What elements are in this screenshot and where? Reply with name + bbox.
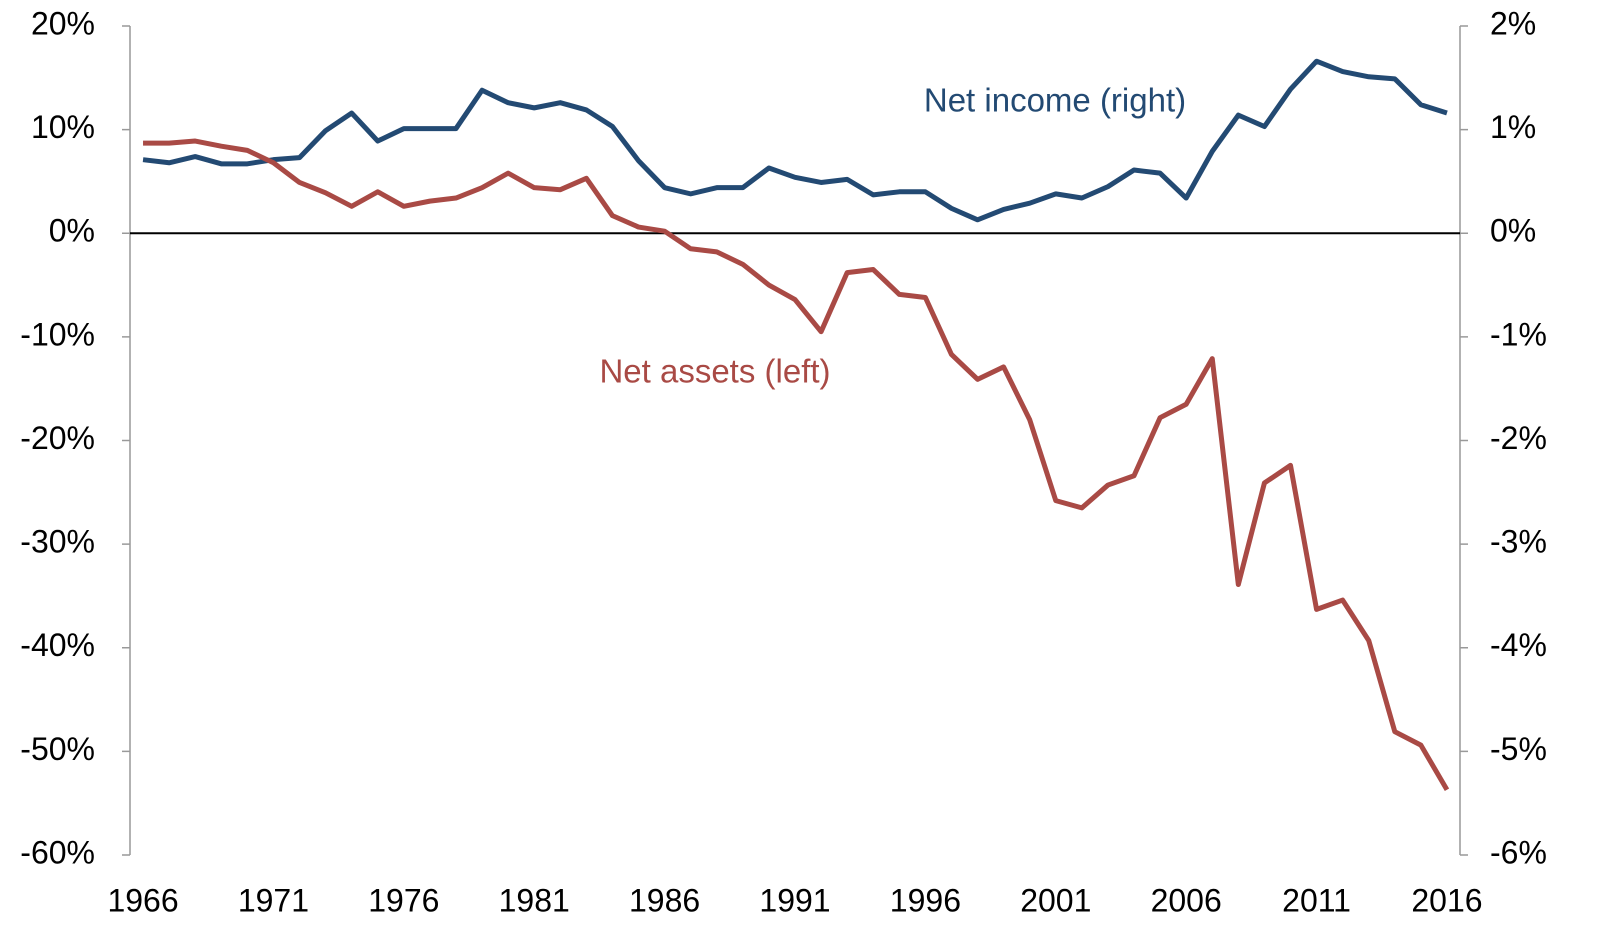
x-tick-label: 1976 xyxy=(368,882,439,918)
x-tick-label: 1966 xyxy=(107,882,178,918)
y2-tick-label: 1% xyxy=(1490,109,1536,145)
y-tick-label: -40% xyxy=(20,627,95,663)
x-tick-label: 2006 xyxy=(1151,882,1222,918)
y-tick-label: -30% xyxy=(20,524,95,560)
y-tick-label: 0% xyxy=(49,213,95,249)
y-tick-label: 20% xyxy=(31,5,95,41)
y-tick-label: -50% xyxy=(20,731,95,767)
y2-tick-label: 2% xyxy=(1490,5,1536,41)
y2-tick-label: -4% xyxy=(1490,627,1547,663)
x-tick-label: 2016 xyxy=(1411,882,1482,918)
y-tick-label: 10% xyxy=(31,109,95,145)
x-tick-label: 1971 xyxy=(238,882,309,918)
x-tick-label: 2001 xyxy=(1020,882,1091,918)
x-tick-label: 1991 xyxy=(759,882,830,918)
y2-tick-label: -6% xyxy=(1490,834,1547,870)
x-tick-label: 2011 xyxy=(1282,882,1351,918)
x-tick-label: 1986 xyxy=(629,882,700,918)
y2-tick-label: 0% xyxy=(1490,213,1536,249)
y-tick-label: -60% xyxy=(20,834,95,870)
series-label: Net income (right) xyxy=(924,82,1186,119)
y2-tick-label: -2% xyxy=(1490,420,1547,456)
x-tick-label: 1996 xyxy=(890,882,961,918)
series-line xyxy=(143,138,1450,791)
x-tick-label: 1981 xyxy=(499,882,570,918)
y2-tick-label: -5% xyxy=(1490,731,1547,767)
series-line xyxy=(142,58,1448,223)
series-label: Net assets (left) xyxy=(599,353,830,390)
y2-tick-label: -3% xyxy=(1490,524,1547,560)
y-tick-label: -20% xyxy=(20,420,95,456)
y-tick-label: -10% xyxy=(20,316,95,352)
y2-tick-label: -1% xyxy=(1490,316,1547,352)
